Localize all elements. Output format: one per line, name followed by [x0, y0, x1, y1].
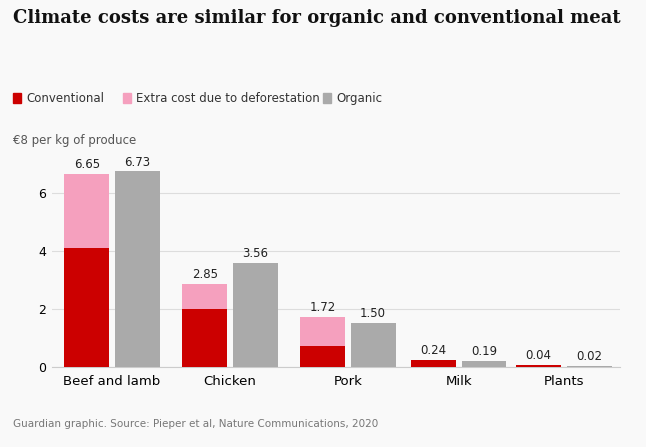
Bar [115, 171, 160, 367]
Bar [182, 308, 227, 367]
Text: Climate costs are similar for organic and conventional meat: Climate costs are similar for organic an… [13, 9, 621, 27]
Text: 0.24: 0.24 [421, 344, 446, 357]
Text: 6.73: 6.73 [124, 156, 151, 169]
Bar [567, 366, 612, 367]
Bar [516, 365, 561, 367]
Text: 0.04: 0.04 [526, 350, 552, 363]
Text: Extra cost due to deforestation: Extra cost due to deforestation [136, 92, 320, 105]
Bar [65, 174, 109, 248]
Text: Guardian graphic. Source: Pieper et al, Nature Communications, 2020: Guardian graphic. Source: Pieper et al, … [13, 419, 378, 429]
Text: 0.02: 0.02 [576, 350, 602, 363]
Text: Organic: Organic [337, 92, 382, 105]
Bar [411, 359, 456, 367]
Bar [233, 263, 278, 367]
Text: 3.56: 3.56 [242, 248, 268, 261]
Bar [182, 284, 227, 308]
Bar [65, 248, 109, 367]
Text: 1.50: 1.50 [360, 307, 386, 320]
Text: 6.65: 6.65 [74, 158, 100, 171]
Bar [461, 361, 506, 367]
Bar [300, 316, 345, 346]
Text: Conventional: Conventional [26, 92, 105, 105]
Bar [300, 346, 345, 367]
Text: 2.85: 2.85 [192, 268, 218, 281]
Text: 1.72: 1.72 [309, 301, 336, 314]
Text: €8 per kg of produce: €8 per kg of produce [13, 134, 136, 147]
Bar [351, 323, 395, 367]
Text: 0.19: 0.19 [471, 345, 497, 358]
